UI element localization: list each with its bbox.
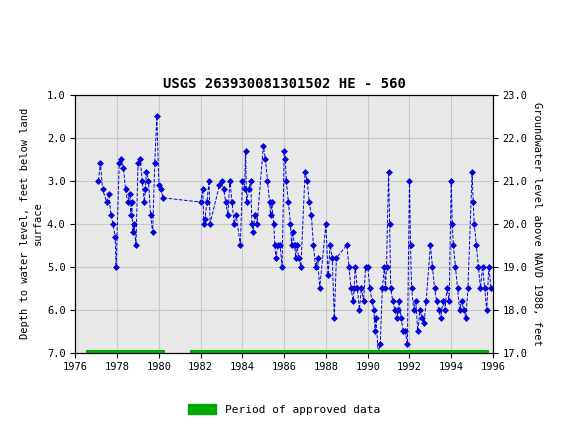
Y-axis label: Depth to water level, feet below land
surface: Depth to water level, feet below land su… [20,108,43,339]
Bar [190,350,489,355]
Y-axis label: Groundwater level above NAVD 1988, feet: Groundwater level above NAVD 1988, feet [532,102,542,345]
Title: USGS 263930081301502 HE - 560: USGS 263930081301502 HE - 560 [163,77,405,91]
Legend: Period of approved data: Period of approved data [184,400,385,419]
Text: ≡USGS: ≡USGS [9,10,68,25]
Bar [86,350,165,355]
